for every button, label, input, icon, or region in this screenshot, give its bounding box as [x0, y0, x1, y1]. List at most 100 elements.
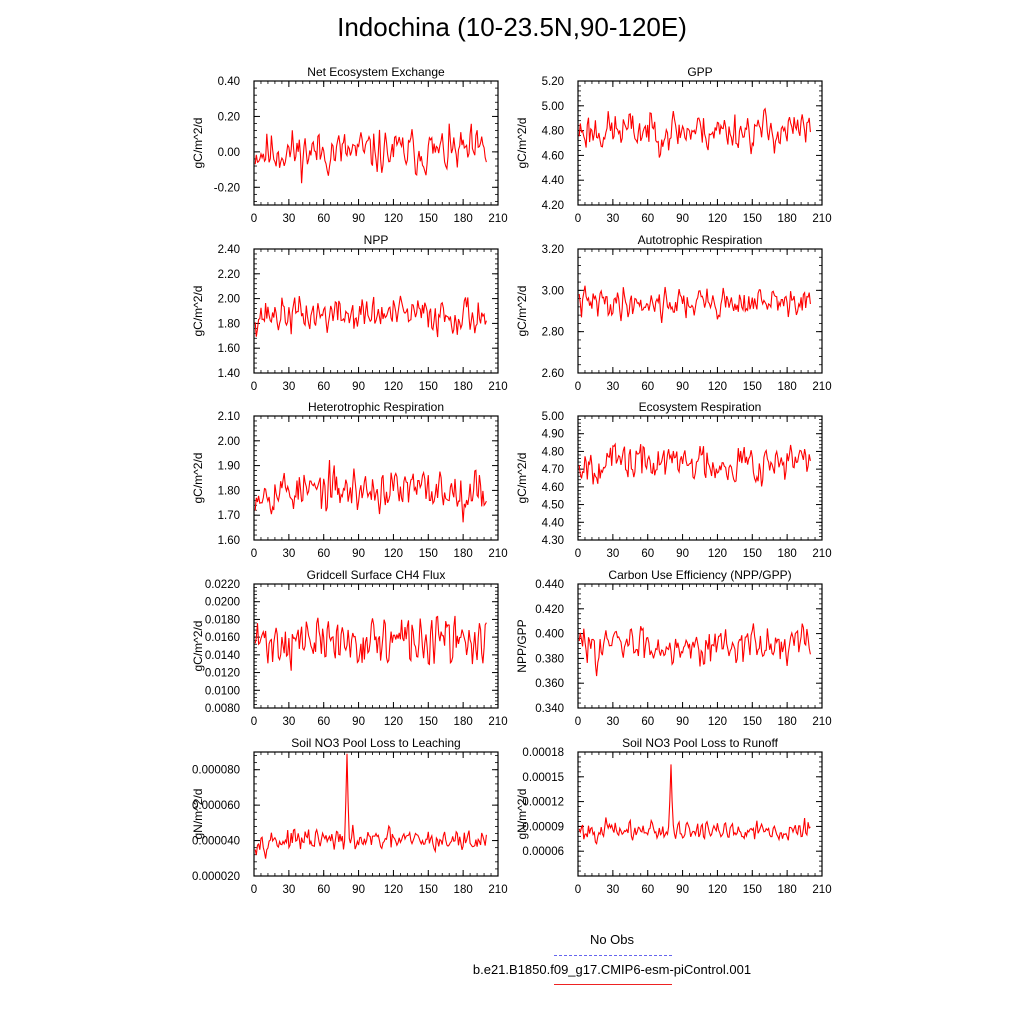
plot-frame — [577, 415, 823, 541]
y-tick-label: 4.80 — [542, 446, 564, 458]
y-tick-label: 4.30 — [542, 535, 564, 547]
panel-title: GPP — [687, 65, 712, 79]
x-tick-label: 30 — [282, 884, 295, 896]
y-tick-label: 4.40 — [542, 175, 564, 187]
data-series-line — [578, 107, 811, 158]
y-axis-label: NPP/GPP — [515, 619, 529, 672]
y-tick-label: 1.70 — [218, 510, 240, 522]
x-tick-label: 150 — [419, 716, 438, 728]
plot-frame — [253, 80, 499, 206]
x-tick-label: 180 — [454, 213, 473, 225]
x-tick-label: 60 — [317, 716, 330, 728]
y-tick-label: 0.000040 — [192, 836, 240, 848]
panel-title: Autotrophic Respiration — [638, 233, 763, 247]
x-tick-label: 180 — [778, 381, 797, 393]
x-tick-label: 90 — [352, 716, 365, 728]
panel-6: Gridcell Surface CH4 Flux gC/m^2/d 0 30 60 90… — [191, 568, 508, 728]
data-series-line — [578, 623, 811, 677]
y-tick-label: 0.0200 — [205, 597, 240, 609]
y-tick-label: 4.80 — [542, 126, 564, 138]
y-tick-label: 0.0180 — [205, 614, 240, 626]
y-tick-label: 0.0140 — [205, 650, 240, 662]
x-tick-label: 90 — [676, 716, 689, 728]
plot-frame — [253, 248, 499, 374]
y-tick-label: 5.20 — [542, 76, 564, 88]
x-tick-label: 90 — [676, 884, 689, 896]
y-tick-label: 0.00 — [218, 147, 240, 159]
panel-title: Heterotrophic Respiration — [308, 400, 444, 414]
x-tick-label: 90 — [352, 213, 365, 225]
x-tick-label: 150 — [419, 548, 438, 560]
x-tick-label: 180 — [778, 213, 797, 225]
x-tick-label: 0 — [575, 548, 581, 560]
y-tick-label: 0.20 — [218, 111, 240, 123]
data-series-line — [254, 615, 487, 671]
x-tick-label: 210 — [812, 548, 831, 560]
y-tick-label: 0.440 — [535, 579, 564, 591]
plot-frame — [577, 248, 823, 374]
y-tick-label: 1.60 — [218, 343, 240, 355]
y-tick-label: 2.40 — [218, 244, 240, 256]
x-tick-label: 150 — [743, 884, 762, 896]
data-series-line — [578, 285, 811, 324]
panel-3: Autotrophic Respiration gC/m^2/d 0 30 60 90 12… — [515, 233, 832, 393]
x-tick-label: 0 — [575, 716, 581, 728]
panel-title: Soil NO3 Pool Loss to Runoff — [622, 736, 779, 750]
x-tick-label: 0 — [575, 884, 581, 896]
x-tick-label: 150 — [743, 548, 762, 560]
legend-obs-label: No Obs — [589, 932, 635, 947]
y-tick-label: 5.00 — [542, 101, 564, 113]
x-tick-label: 120 — [384, 213, 403, 225]
x-tick-label: 210 — [488, 884, 507, 896]
y-tick-label: 0.00006 — [522, 846, 564, 858]
x-tick-label: 210 — [812, 716, 831, 728]
x-tick-label: 210 — [488, 548, 507, 560]
y-axis-label: gN/m^2/d — [191, 789, 205, 840]
y-tick-label: 0.360 — [535, 678, 564, 690]
panel-title: Ecosystem Respiration — [639, 400, 762, 414]
panel-9: Soil NO3 Pool Loss to Runoff gN/m^2/d 0 30 6… — [515, 736, 832, 896]
y-tick-label: 1.60 — [218, 535, 240, 547]
x-tick-label: 90 — [352, 548, 365, 560]
x-tick-label: 210 — [812, 213, 831, 225]
legend-model-line — [554, 984, 672, 985]
y-axis-label: gC/m^2/d — [191, 453, 205, 504]
y-axis-label: gC/m^2/d — [191, 286, 205, 337]
x-tick-label: 180 — [454, 548, 473, 560]
x-tick-label: 150 — [743, 716, 762, 728]
x-tick-label: 30 — [606, 213, 619, 225]
y-tick-label: 1.40 — [218, 368, 240, 380]
x-tick-label: 210 — [812, 884, 831, 896]
y-tick-label: 4.20 — [542, 200, 564, 212]
x-tick-label: 150 — [743, 213, 762, 225]
y-tick-label: 0.00018 — [522, 747, 564, 759]
y-tick-label: 4.50 — [542, 500, 564, 512]
y-tick-label: 0.0160 — [205, 632, 240, 644]
y-tick-label: 0.400 — [535, 629, 564, 641]
x-tick-label: 30 — [606, 716, 619, 728]
x-tick-label: 30 — [282, 213, 295, 225]
x-tick-label: 30 — [282, 548, 295, 560]
x-tick-label: 90 — [676, 381, 689, 393]
y-tick-label: 2.00 — [218, 294, 240, 306]
x-tick-label: 210 — [488, 381, 507, 393]
x-tick-label: 60 — [641, 213, 654, 225]
x-tick-label: 210 — [488, 716, 507, 728]
x-tick-label: 120 — [384, 716, 403, 728]
x-tick-label: 90 — [676, 213, 689, 225]
y-tick-label: 0.00015 — [522, 772, 564, 784]
data-series-line — [254, 295, 487, 338]
x-tick-label: 0 — [575, 213, 581, 225]
x-tick-label: 120 — [384, 381, 403, 393]
panel-1: GPP gC/m^2/d 0 30 60 90 120 150 180 210 4.20 4.40 4.… — [515, 65, 832, 225]
panel-7: Carbon Use Efficiency (NPP/GPP) NPP/GPP 0 3… — [515, 568, 832, 728]
panel-5: Ecosystem Respiration gC/m^2/d 0 30 60 90 120 1… — [515, 400, 832, 560]
x-tick-label: 60 — [317, 213, 330, 225]
y-tick-label: 4.40 — [542, 517, 564, 529]
x-tick-label: 120 — [708, 548, 727, 560]
y-axis-label: gC/m^2/d — [515, 453, 529, 504]
y-tick-label: 0.420 — [535, 604, 564, 616]
panel-4: Heterotrophic Respiration gC/m^2/d 0 30 60 90… — [191, 400, 508, 560]
x-tick-label: 150 — [419, 213, 438, 225]
